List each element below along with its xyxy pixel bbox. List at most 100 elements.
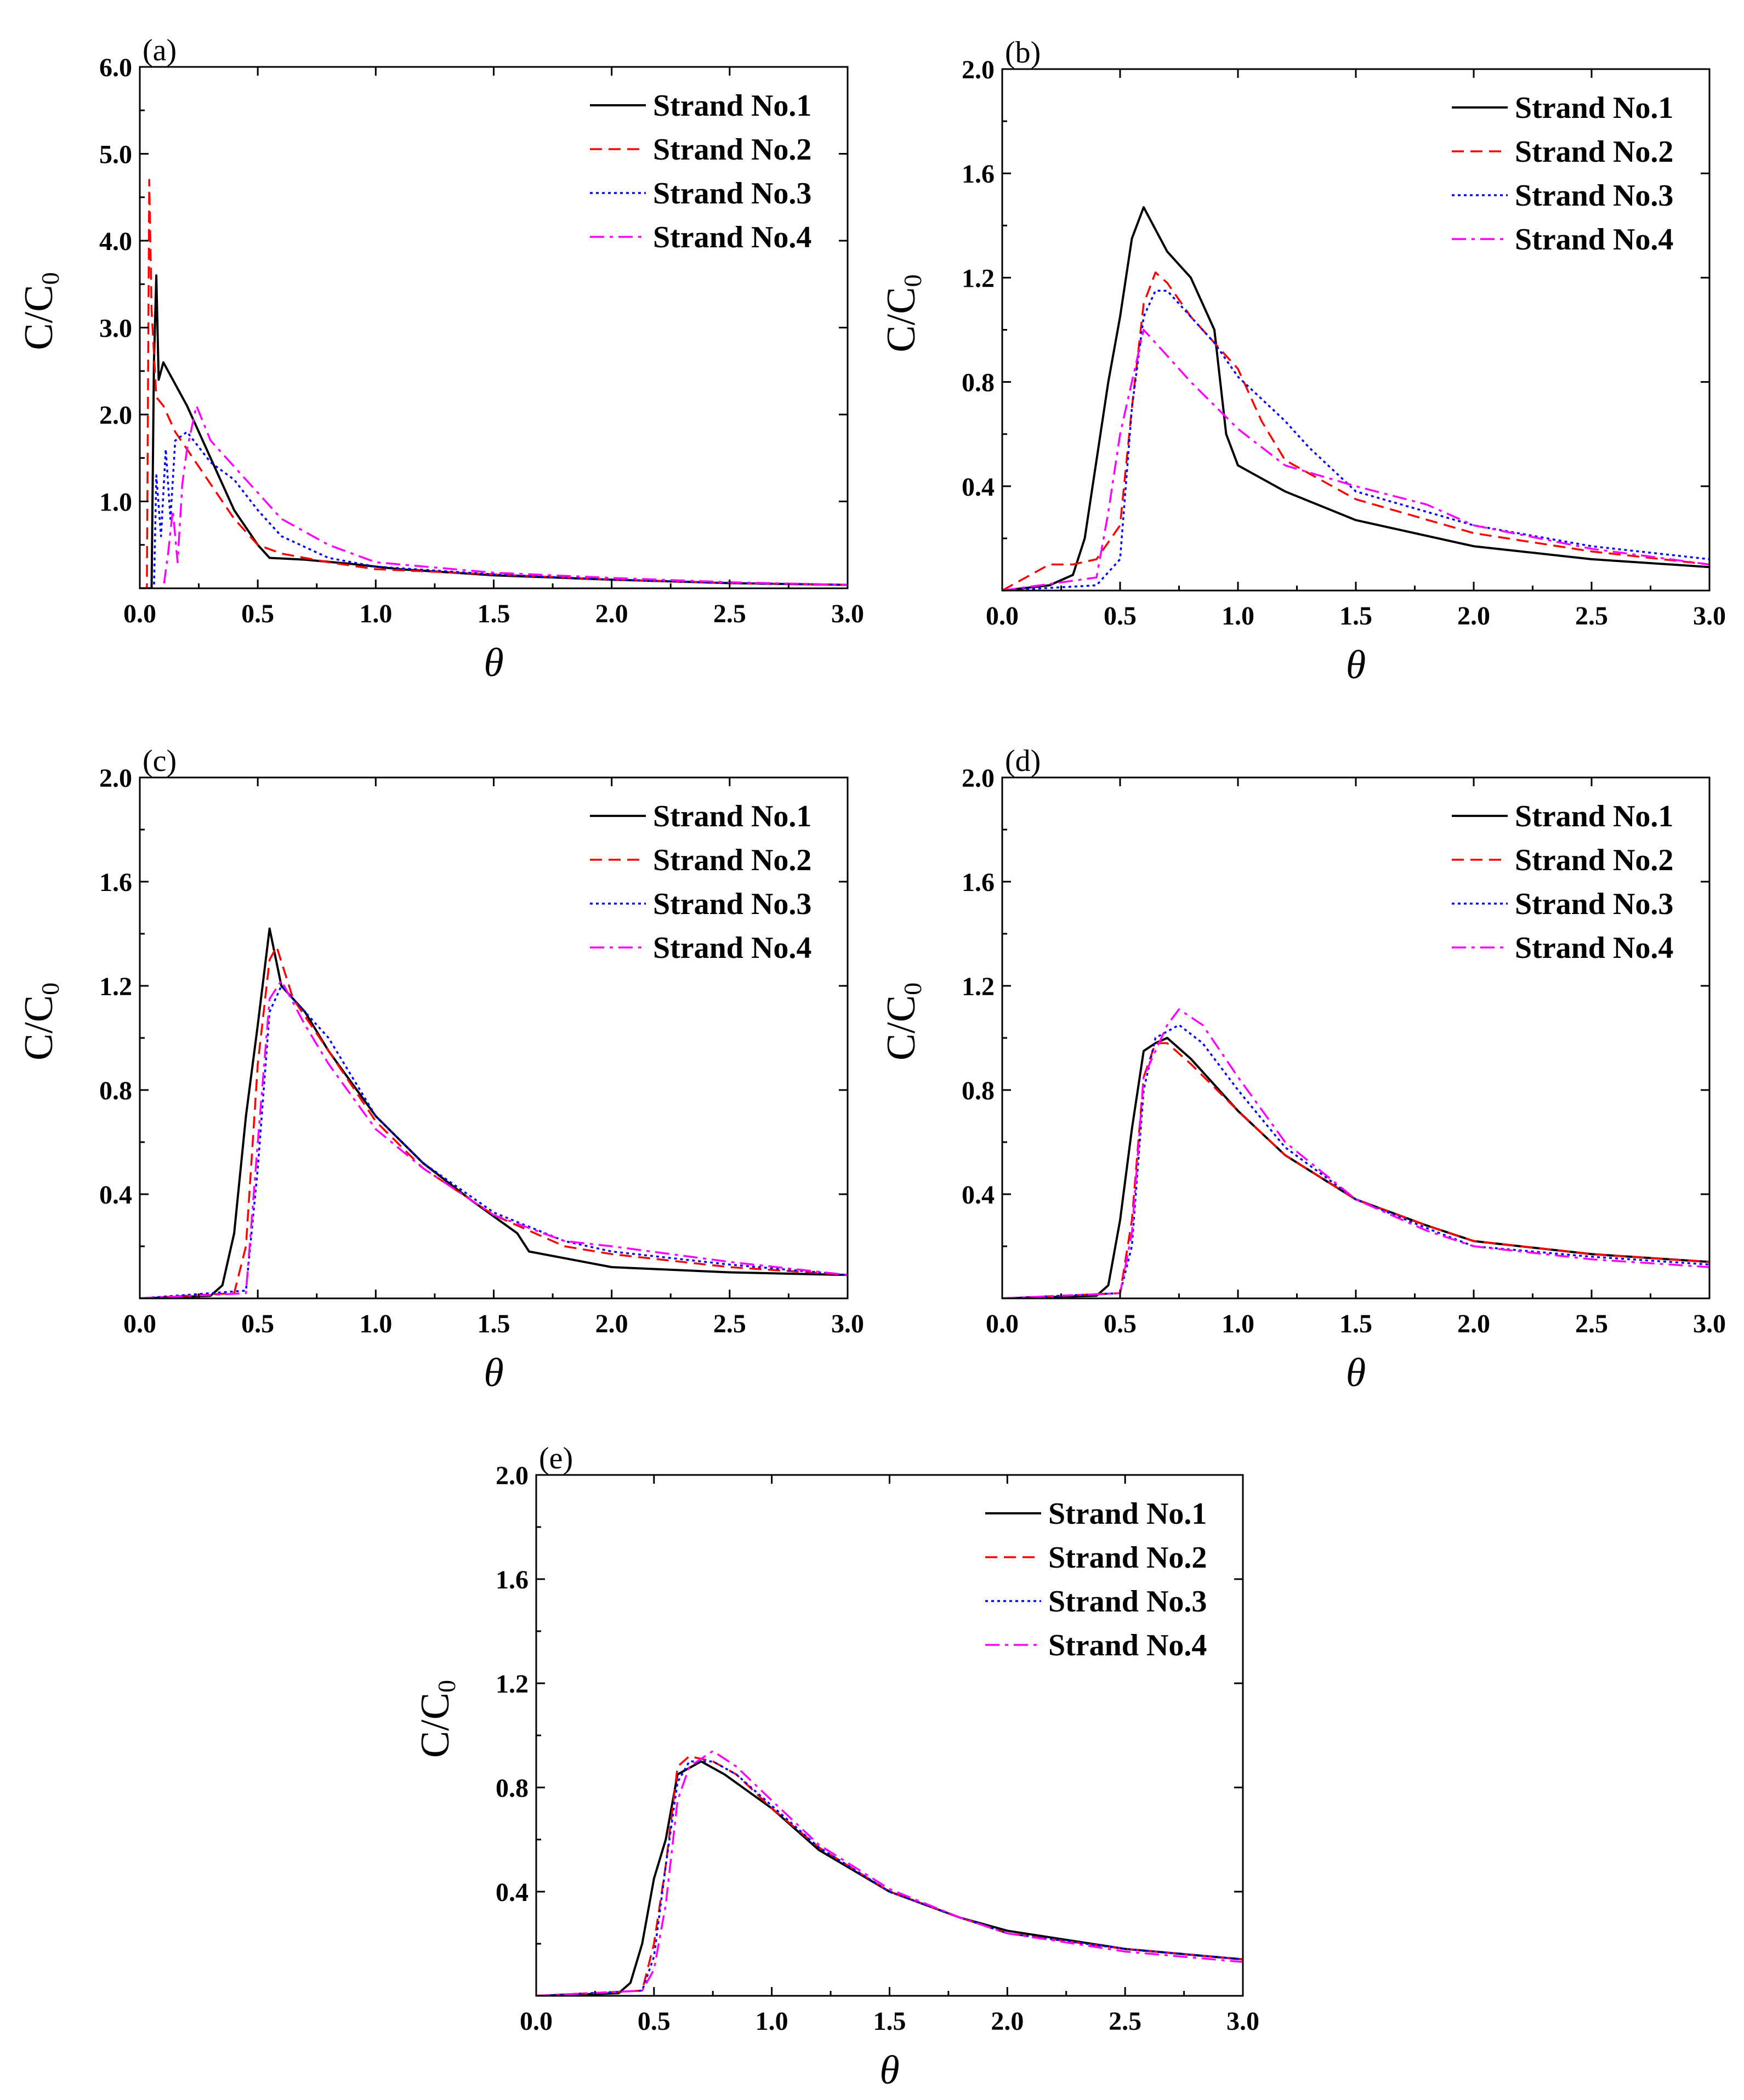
series-line-4 [1002,1008,1709,1298]
x-tick-label: 0.5 [1104,1309,1137,1338]
legend-label-1: Strand No.1 [1048,1497,1207,1531]
legend-label-1: Strand No.1 [653,799,811,833]
series-line-3 [140,985,848,1298]
y-tick-label: 3.0 [99,314,132,343]
x-tick-label: 2.0 [991,2007,1024,2036]
y-axis-title: C/C0 [413,1680,461,1758]
y-axis-title-main: C/C [16,995,61,1060]
legend-label-3: Strand No.3 [1515,179,1673,213]
x-tick-label: 1.5 [478,1309,510,1338]
x-axis-title: θ [879,2048,899,2093]
series-line-1 [1002,206,1709,591]
x-tick-label: 1.0 [359,1309,392,1338]
chart-panel-4: 0.0 0.5 1.0 1.5 2.0 2.5 3.0 0.4 0.8 1.2 1.6 2.0 (e) C… [413,1441,1259,2093]
series-line-4 [1002,328,1709,591]
series-line-4 [536,1750,1243,1996]
y-tick-label: 2.0 [99,764,132,793]
y-tick-label: 1.6 [496,1565,529,1594]
x-axis-title: θ [1346,643,1366,688]
x-tick-label: 2.5 [713,1309,746,1338]
x-tick-label: 1.0 [1222,1309,1254,1338]
x-axis-title: θ [484,640,503,685]
y-axis-title-main: C/C [879,995,924,1060]
x-tick-label: 1.5 [1339,1309,1372,1338]
panel-label: (e) [539,1441,573,1475]
chart-panel-0: 0.0 0.5 1.0 1.5 2.0 2.5 3.0 1.0 2.0 3.0 4.0 5.0 6.0 (… [16,33,864,685]
x-tick-label: 2.0 [1457,1309,1490,1338]
legend-label-2: Strand No.2 [1515,135,1673,169]
y-tick-label: 0.4 [962,1180,995,1210]
y-axis-title: C/C0 [16,272,64,350]
legend-label-2: Strand No.2 [1048,1541,1207,1575]
legend-label-1: Strand No.1 [1515,799,1673,833]
x-tick-label: 1.5 [873,2007,906,2036]
y-tick-label: 2.0 [99,401,132,430]
y-tick-label: 0.8 [962,1076,995,1105]
panel-label: (a) [143,33,177,67]
y-tick-label: 2.0 [962,55,995,84]
x-tick-label: 0.0 [986,1309,1019,1338]
y-tick-label: 0.8 [496,1774,529,1803]
y-axis-title: C/C0 [879,983,927,1060]
chart-panel-2: 0.0 0.5 1.0 1.5 2.0 2.5 3.0 0.4 0.8 1.2 1.6 2.0 (c) C… [16,744,864,1395]
series-line-2 [536,1755,1243,1996]
series-line-2 [1002,1042,1709,1298]
series-line-2 [140,946,848,1298]
y-axis-title-sub: 0 [899,274,927,287]
y-tick-label: 0.8 [962,368,995,398]
y-axis-title-sub: 0 [433,1680,461,1693]
y-tick-label: 1.6 [962,160,995,189]
chart-panel-1: 0.0 0.5 1.0 1.5 2.0 2.5 3.0 0.4 0.8 1.2 1.6 2.0 (b) C… [879,36,1726,688]
legend-label-4: Strand No.4 [653,220,811,254]
legend-label-4: Strand No.4 [1048,1628,1207,1662]
x-axis-title: θ [1346,1350,1366,1395]
y-tick-label: 2.0 [496,1461,529,1490]
legend-label-4: Strand No.4 [653,931,811,965]
legend-label-3: Strand No.3 [1048,1585,1207,1619]
y-tick-label: 1.6 [99,868,132,897]
x-tick-label: 2.5 [1109,2007,1141,2036]
x-tick-label: 0.0 [123,1309,156,1338]
x-tick-label: 0.5 [1104,601,1137,631]
y-axis-title: C/C0 [879,274,927,352]
y-axis-title: C/C0 [16,983,64,1060]
y-tick-label: 1.2 [99,972,132,1001]
series-line-1 [536,1760,1243,1996]
chart-panel-3: 0.0 0.5 1.0 1.5 2.0 2.5 3.0 0.4 0.8 1.2 1.6 2.0 (d) C… [879,744,1726,1395]
legend-label-1: Strand No.1 [653,89,811,123]
legend-label-3: Strand No.3 [653,177,811,211]
series-line-4 [140,405,848,588]
x-tick-label: 2.5 [713,599,746,628]
panel-label: (d) [1005,744,1041,778]
y-tick-label: 1.2 [962,972,995,1001]
y-axis-title-sub: 0 [36,983,64,995]
x-tick-label: 0.5 [241,599,274,628]
y-tick-label: 2.0 [962,764,995,793]
legend-label-2: Strand No.2 [653,843,811,877]
series-line-3 [140,430,848,588]
series-line-4 [140,979,848,1298]
y-tick-label: 1.0 [99,488,132,517]
y-tick-label: 5.0 [99,140,132,169]
x-tick-label: 1.0 [1222,601,1254,631]
y-axis-title-main: C/C [16,285,61,350]
x-tick-label: 3.0 [831,1309,864,1338]
series-line-3 [536,1760,1243,1996]
x-tick-label: 3.0 [1226,2007,1259,2036]
y-axis-title-main: C/C [413,1693,458,1758]
legend-label-4: Strand No.4 [1515,223,1673,257]
x-tick-label: 1.0 [359,599,392,628]
y-tick-label: 1.2 [962,264,995,293]
series-line-1 [140,927,848,1298]
y-tick-label: 6.0 [99,53,132,82]
x-tick-label: 3.0 [831,599,864,628]
y-axis-title-sub: 0 [36,272,64,285]
x-tick-label: 2.0 [595,599,628,628]
legend-label-4: Strand No.4 [1515,931,1673,965]
series-line-3 [1002,290,1709,591]
x-tick-label: 1.0 [755,2007,788,2036]
y-axis-title-main: C/C [879,287,924,352]
x-tick-label: 1.5 [1339,601,1372,631]
x-tick-label: 3.0 [1693,1309,1726,1338]
